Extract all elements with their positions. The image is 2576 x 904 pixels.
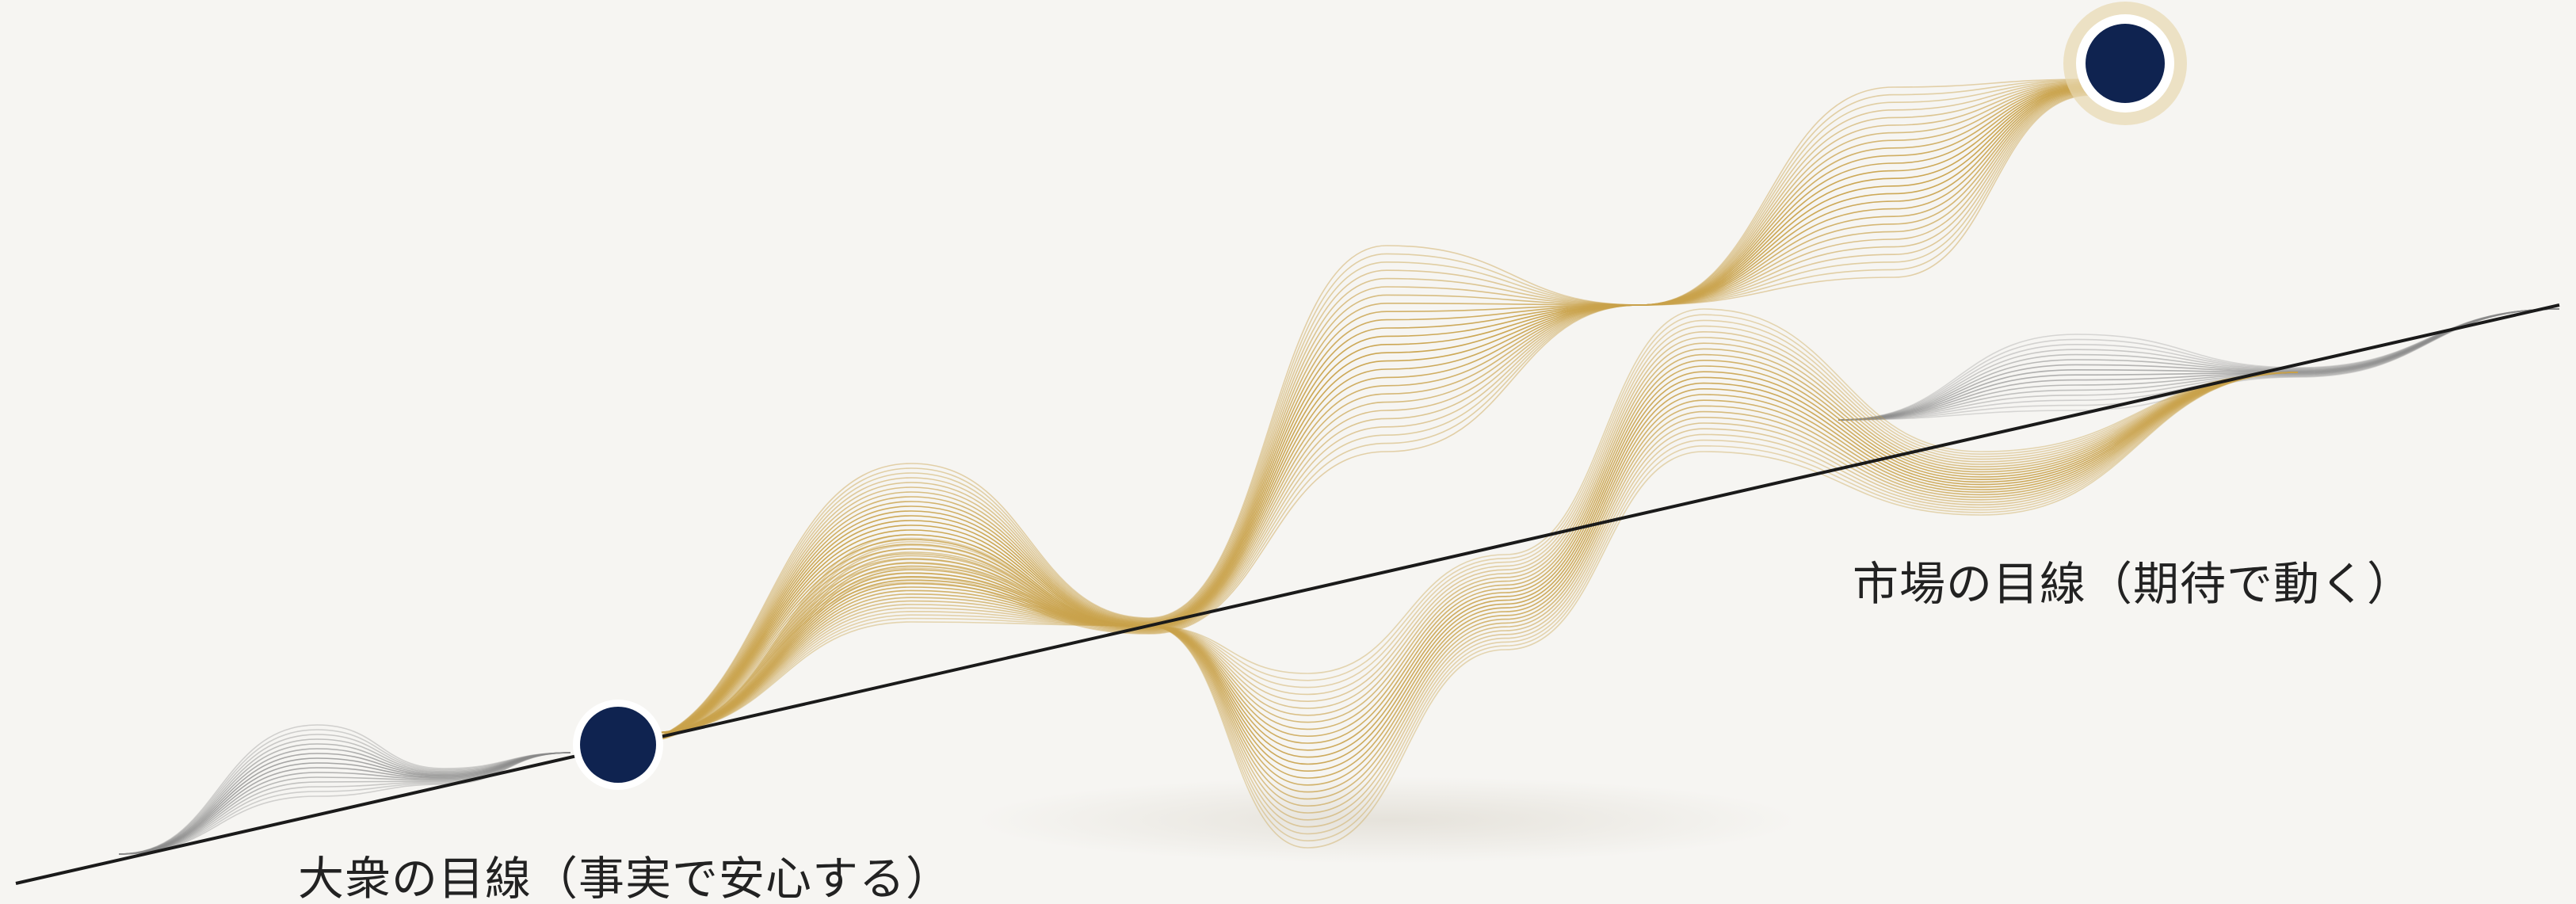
wave-strand: [649, 348, 2299, 734]
wave-strand: [617, 63, 2126, 746]
wave-strand: [649, 353, 2299, 734]
wave-strand: [118, 752, 571, 855]
public-view-node: [573, 700, 663, 790]
wave-strand: [1838, 308, 2560, 421]
wave-strand: [617, 63, 2126, 746]
wave-strand: [649, 359, 2299, 738]
wave-strand: [617, 63, 2126, 746]
wave-strand: [617, 63, 2126, 746]
wave-strand: [649, 372, 2299, 765]
wave-strand: [649, 372, 2299, 835]
wave-strand: [1838, 308, 2560, 421]
wave-strand: [649, 372, 2299, 842]
wave-strand: [617, 63, 2126, 746]
wave-strand: [1838, 308, 2560, 421]
ground-shadow: [975, 776, 1799, 864]
wave-strand: [617, 63, 2126, 746]
market-view-node: [2063, 2, 2187, 125]
wave-strand: [617, 63, 2126, 746]
wave-strand: [649, 337, 2299, 734]
wave-strand: [617, 63, 2126, 746]
wave-strand: [649, 372, 2299, 821]
wave-strand: [649, 372, 2299, 758]
wave-strand: [649, 372, 2299, 800]
wave-strand: [118, 752, 571, 855]
wave-strand: [617, 63, 2126, 746]
wave-strand: [617, 63, 2126, 746]
wave-strand: [649, 372, 2299, 814]
wave-strand: [649, 365, 2299, 744]
wave-strand: [649, 319, 2299, 734]
wave-strand: [617, 63, 2126, 746]
wave-strand: [649, 342, 2299, 734]
wave-strand: [649, 372, 2299, 849]
wave-strand: [118, 752, 571, 855]
gray-wave-bundle-right: [1838, 308, 2560, 421]
wave-strand: [617, 63, 2126, 746]
wave-strand: [1838, 308, 2560, 421]
wave-strand: [649, 372, 2299, 793]
wave-strand: [649, 325, 2299, 734]
wave-strand: [118, 748, 571, 855]
wave-strand: [617, 63, 2126, 746]
wave-strand: [617, 63, 2126, 746]
gray-wave-bundle-left: [118, 724, 571, 855]
wave-strand: [649, 330, 2299, 734]
wave-strand: [649, 372, 2299, 772]
baseline-axis: [15, 303, 2560, 885]
wave-strand: [617, 63, 2126, 746]
wave-strand: [1838, 308, 2560, 421]
wave-strand: [118, 738, 571, 855]
wave-strand: [649, 372, 2299, 779]
wave-strand: [617, 63, 2126, 746]
wave-strand: [118, 752, 571, 855]
wave-strand: [118, 729, 571, 855]
wave-strand: [118, 724, 571, 855]
wave-strand: [617, 63, 2126, 746]
wave-strand: [617, 63, 2126, 746]
wave-strand: [617, 63, 2126, 746]
wave-strand: [617, 63, 2126, 746]
wave-strand: [649, 371, 2299, 751]
wave-strand: [649, 372, 2299, 786]
wave-strand: [617, 63, 2126, 746]
wave-strand: [118, 752, 571, 855]
wave-strand: [649, 308, 2299, 734]
gold-wave-bundle-upper: [617, 63, 2126, 746]
wave-strand: [118, 734, 571, 855]
wave-strand: [649, 372, 2299, 828]
wave-strand: [617, 63, 2126, 746]
wave-strand: [118, 743, 571, 855]
wave-strand: [649, 372, 2299, 807]
market-view-label: 市場の目線（期待で動く）: [1853, 557, 2414, 611]
wave-strand: [1838, 308, 2560, 421]
gold-wave-bundle-lower: [649, 308, 2299, 849]
public-view-label: 大衆の目線（事実で安心する）: [298, 852, 953, 904]
wave-strand: [617, 63, 2126, 746]
wave-strand: [118, 752, 571, 855]
wave-strand: [649, 314, 2299, 734]
